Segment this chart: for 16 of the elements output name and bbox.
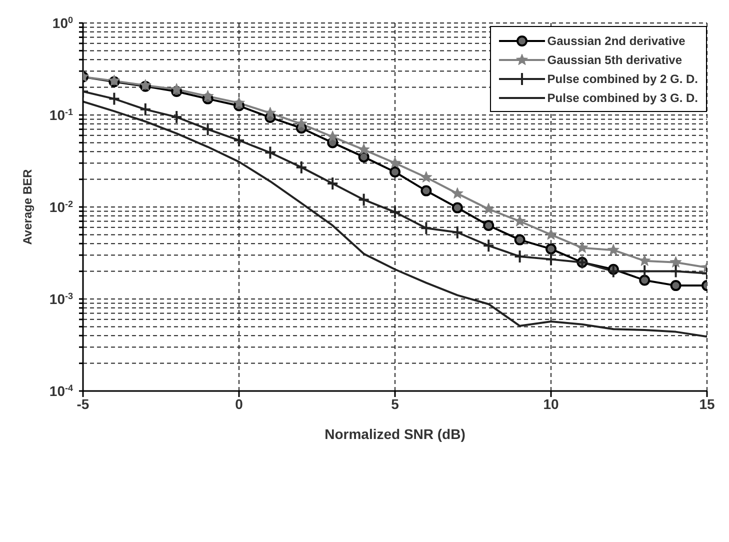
y-tick-label: 10$^{-4}$ (49, 383, 73, 399)
legend-label: Pulse combined by 3 G. D. (547, 90, 698, 104)
x-tick-label: 0 (235, 396, 244, 412)
legend-label: Gaussian 2nd derivative (547, 34, 686, 48)
legend-label: Pulse combined by 2 G. D. (547, 72, 698, 86)
x-tick-label: 15 (699, 396, 715, 412)
x-tick-label: 5 (391, 396, 400, 412)
x-axis-title: Normalized SNR (dB) (324, 426, 466, 442)
y-axis-title: Average BER (20, 168, 34, 245)
y-tick-label: 10$^{-3}$ (49, 291, 73, 307)
y-tick-label: 10$^{-2}$ (49, 199, 73, 215)
x-tick-label: -5 (76, 396, 90, 412)
legend-label: Gaussian 5th derivative (547, 52, 682, 66)
y-tick-label: 10$^{0}$ (52, 15, 73, 31)
y-tick-label: 10$^{-1}$ (49, 107, 73, 123)
x-tick-label: 10 (543, 396, 559, 412)
